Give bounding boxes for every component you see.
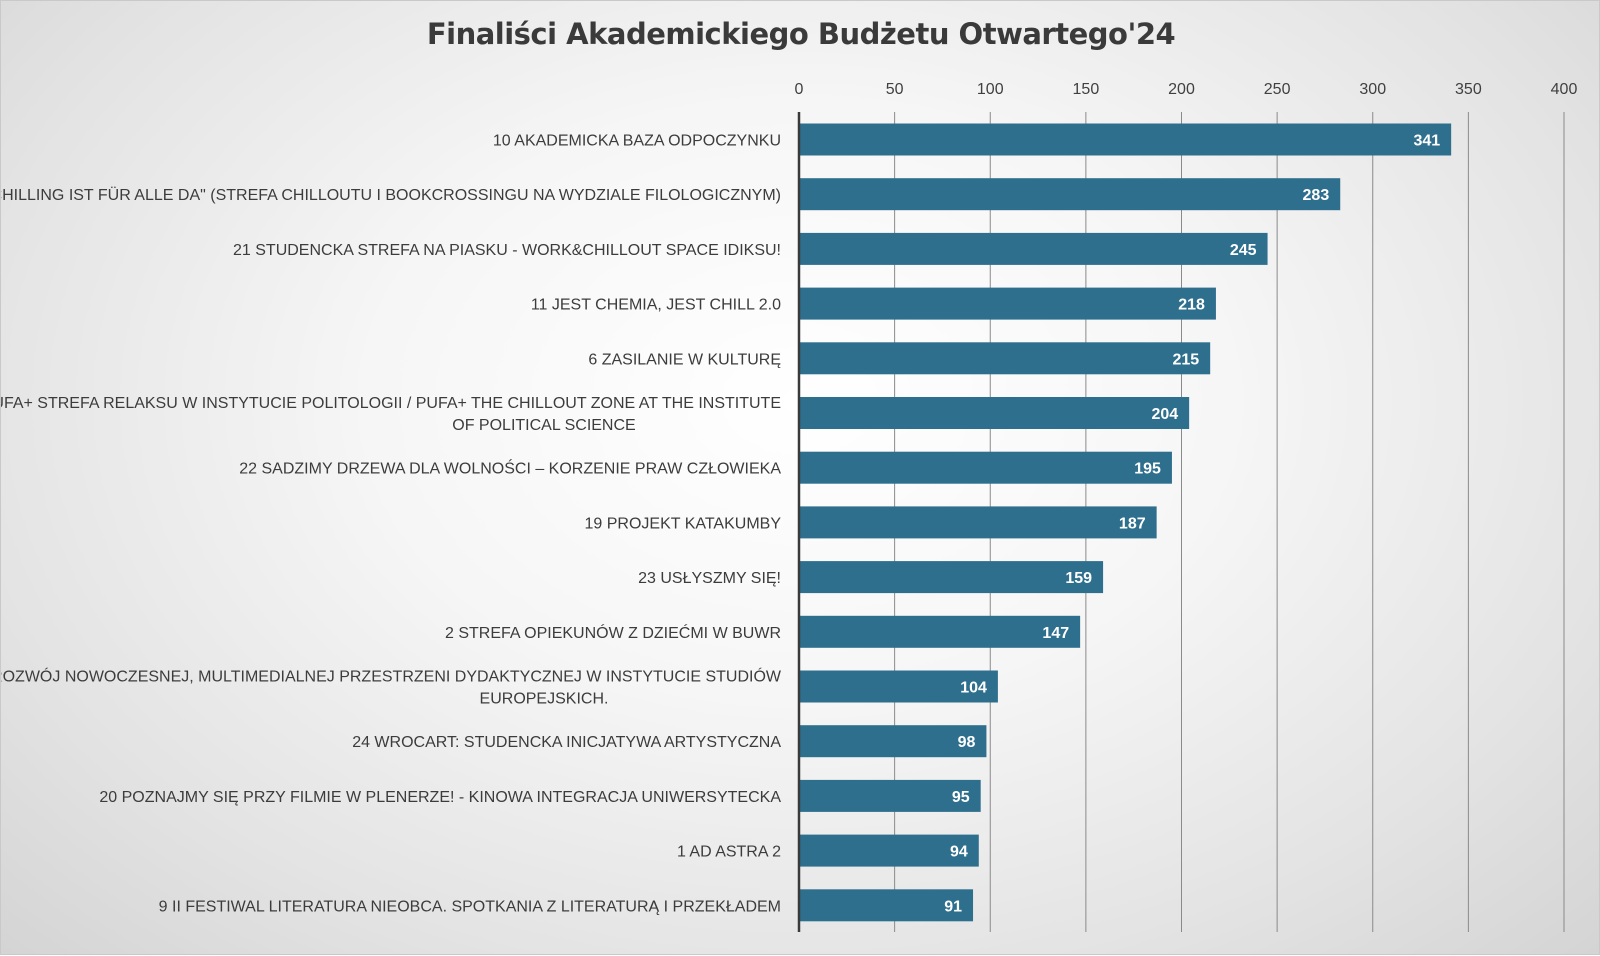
value-label-6: 204 (1151, 406, 1178, 423)
category-label-9: 23 USŁYSZMY SIĘ! (638, 570, 781, 587)
chart-title: Finaliści Akademickiego Budżetu Otwarteg… (426, 17, 1176, 51)
tick-label-300: 300 (1359, 81, 1386, 98)
tick-label-0: 0 (795, 81, 804, 98)
tick-label-250: 250 (1264, 81, 1291, 98)
tick-label-100: 100 (977, 81, 1004, 98)
tick-label-350: 350 (1455, 81, 1482, 98)
bar-11 (799, 670, 998, 703)
bar-5 (799, 342, 1211, 375)
category-label-12: 24 WROCART: STUDENCKA INICJATYWA ARTYSTY… (352, 734, 781, 751)
bar-14 (799, 834, 979, 867)
category-label-3: 21 STUDENCKA STREFA NA PIASKU - WORK&CHI… (233, 242, 781, 259)
category-labels: 10 AKADEMICKA BAZA ODPOCZYNKU 8 "CHILLING… (1, 133, 782, 916)
bar-1 (799, 123, 1452, 156)
tick-label-50: 50 (886, 81, 904, 98)
tick-label-150: 150 (1073, 81, 1100, 98)
category-label-13: 20 POZNAJMY SIĘ PRZY FILMIE W PLENERZE! … (99, 789, 781, 806)
tick-label-400: 400 (1551, 81, 1578, 98)
bar-3 (799, 232, 1268, 265)
category-label-8: 19 PROJEKT KATAKUMBY (585, 515, 782, 532)
value-label-8: 187 (1119, 515, 1146, 532)
category-label-15: 9 II FESTIWAL LITERATURA NIEOBCA. SPOTKA… (159, 898, 781, 915)
value-label-3: 245 (1230, 242, 1257, 259)
bar-9 (799, 561, 1104, 594)
bar-6 (799, 397, 1190, 429)
tick-label-200: 200 (1168, 81, 1195, 98)
category-label-7: 22 SADZIMY DRZEWA DLA WOLNOŚCI – KORZENI… (239, 459, 781, 478)
category-label-1: 10 AKADEMICKA BAZA ODPOCZYNKU (493, 133, 781, 150)
value-label-10: 147 (1042, 625, 1069, 642)
bar-7 (799, 451, 1172, 484)
value-label-11: 104 (960, 680, 987, 697)
category-label-11: 3 ROZWÓJ NOWOCZESNEJ, MULTIMEDIALNEJ PRZ… (1, 667, 782, 708)
category-label-4: 11 JEST CHEMIA, JEST CHILL 2.0 (531, 297, 781, 314)
value-label-5: 215 (1172, 351, 1199, 368)
bars (799, 123, 1452, 922)
value-label-7: 195 (1134, 461, 1161, 478)
tick-labels: 0 50 100 150 200 250 300 350 400 (795, 81, 1578, 98)
category-label-5: 6 ZASILANIE W KULTURĘ (588, 351, 781, 368)
bar-12 (799, 725, 987, 758)
bar-10 (799, 615, 1081, 648)
value-label-9: 159 (1065, 570, 1092, 587)
bar-8 (799, 506, 1157, 539)
value-label-12: 98 (958, 734, 976, 751)
value-label-14: 94 (950, 844, 968, 861)
category-label-6: 18 PUFA+ STREFA RELAKSU W INSTYTUCIE POL… (1, 395, 781, 434)
value-label-2: 283 (1303, 187, 1330, 204)
category-label-10: 2 STREFA OPIEKUNÓW Z DZIEĆMI W BUWR (445, 623, 781, 642)
value-label-4: 218 (1178, 297, 1205, 314)
bar-13 (799, 779, 981, 812)
bar-2 (799, 178, 1341, 211)
value-label-1: 341 (1413, 133, 1440, 150)
category-label-2: 8 "CHILLING IST FÜR ALLE DA" (STREFA CHI… (1, 186, 781, 204)
bar-4 (799, 287, 1216, 320)
value-labels: 341 283 245 218 215 204 195 187 159 147 104 98 95 94 9… (944, 133, 1440, 916)
category-label-14: 1 AD ASTRA 2 (677, 844, 781, 861)
bar-15 (799, 889, 974, 922)
value-label-13: 95 (952, 789, 970, 806)
value-label-15: 91 (944, 898, 962, 915)
